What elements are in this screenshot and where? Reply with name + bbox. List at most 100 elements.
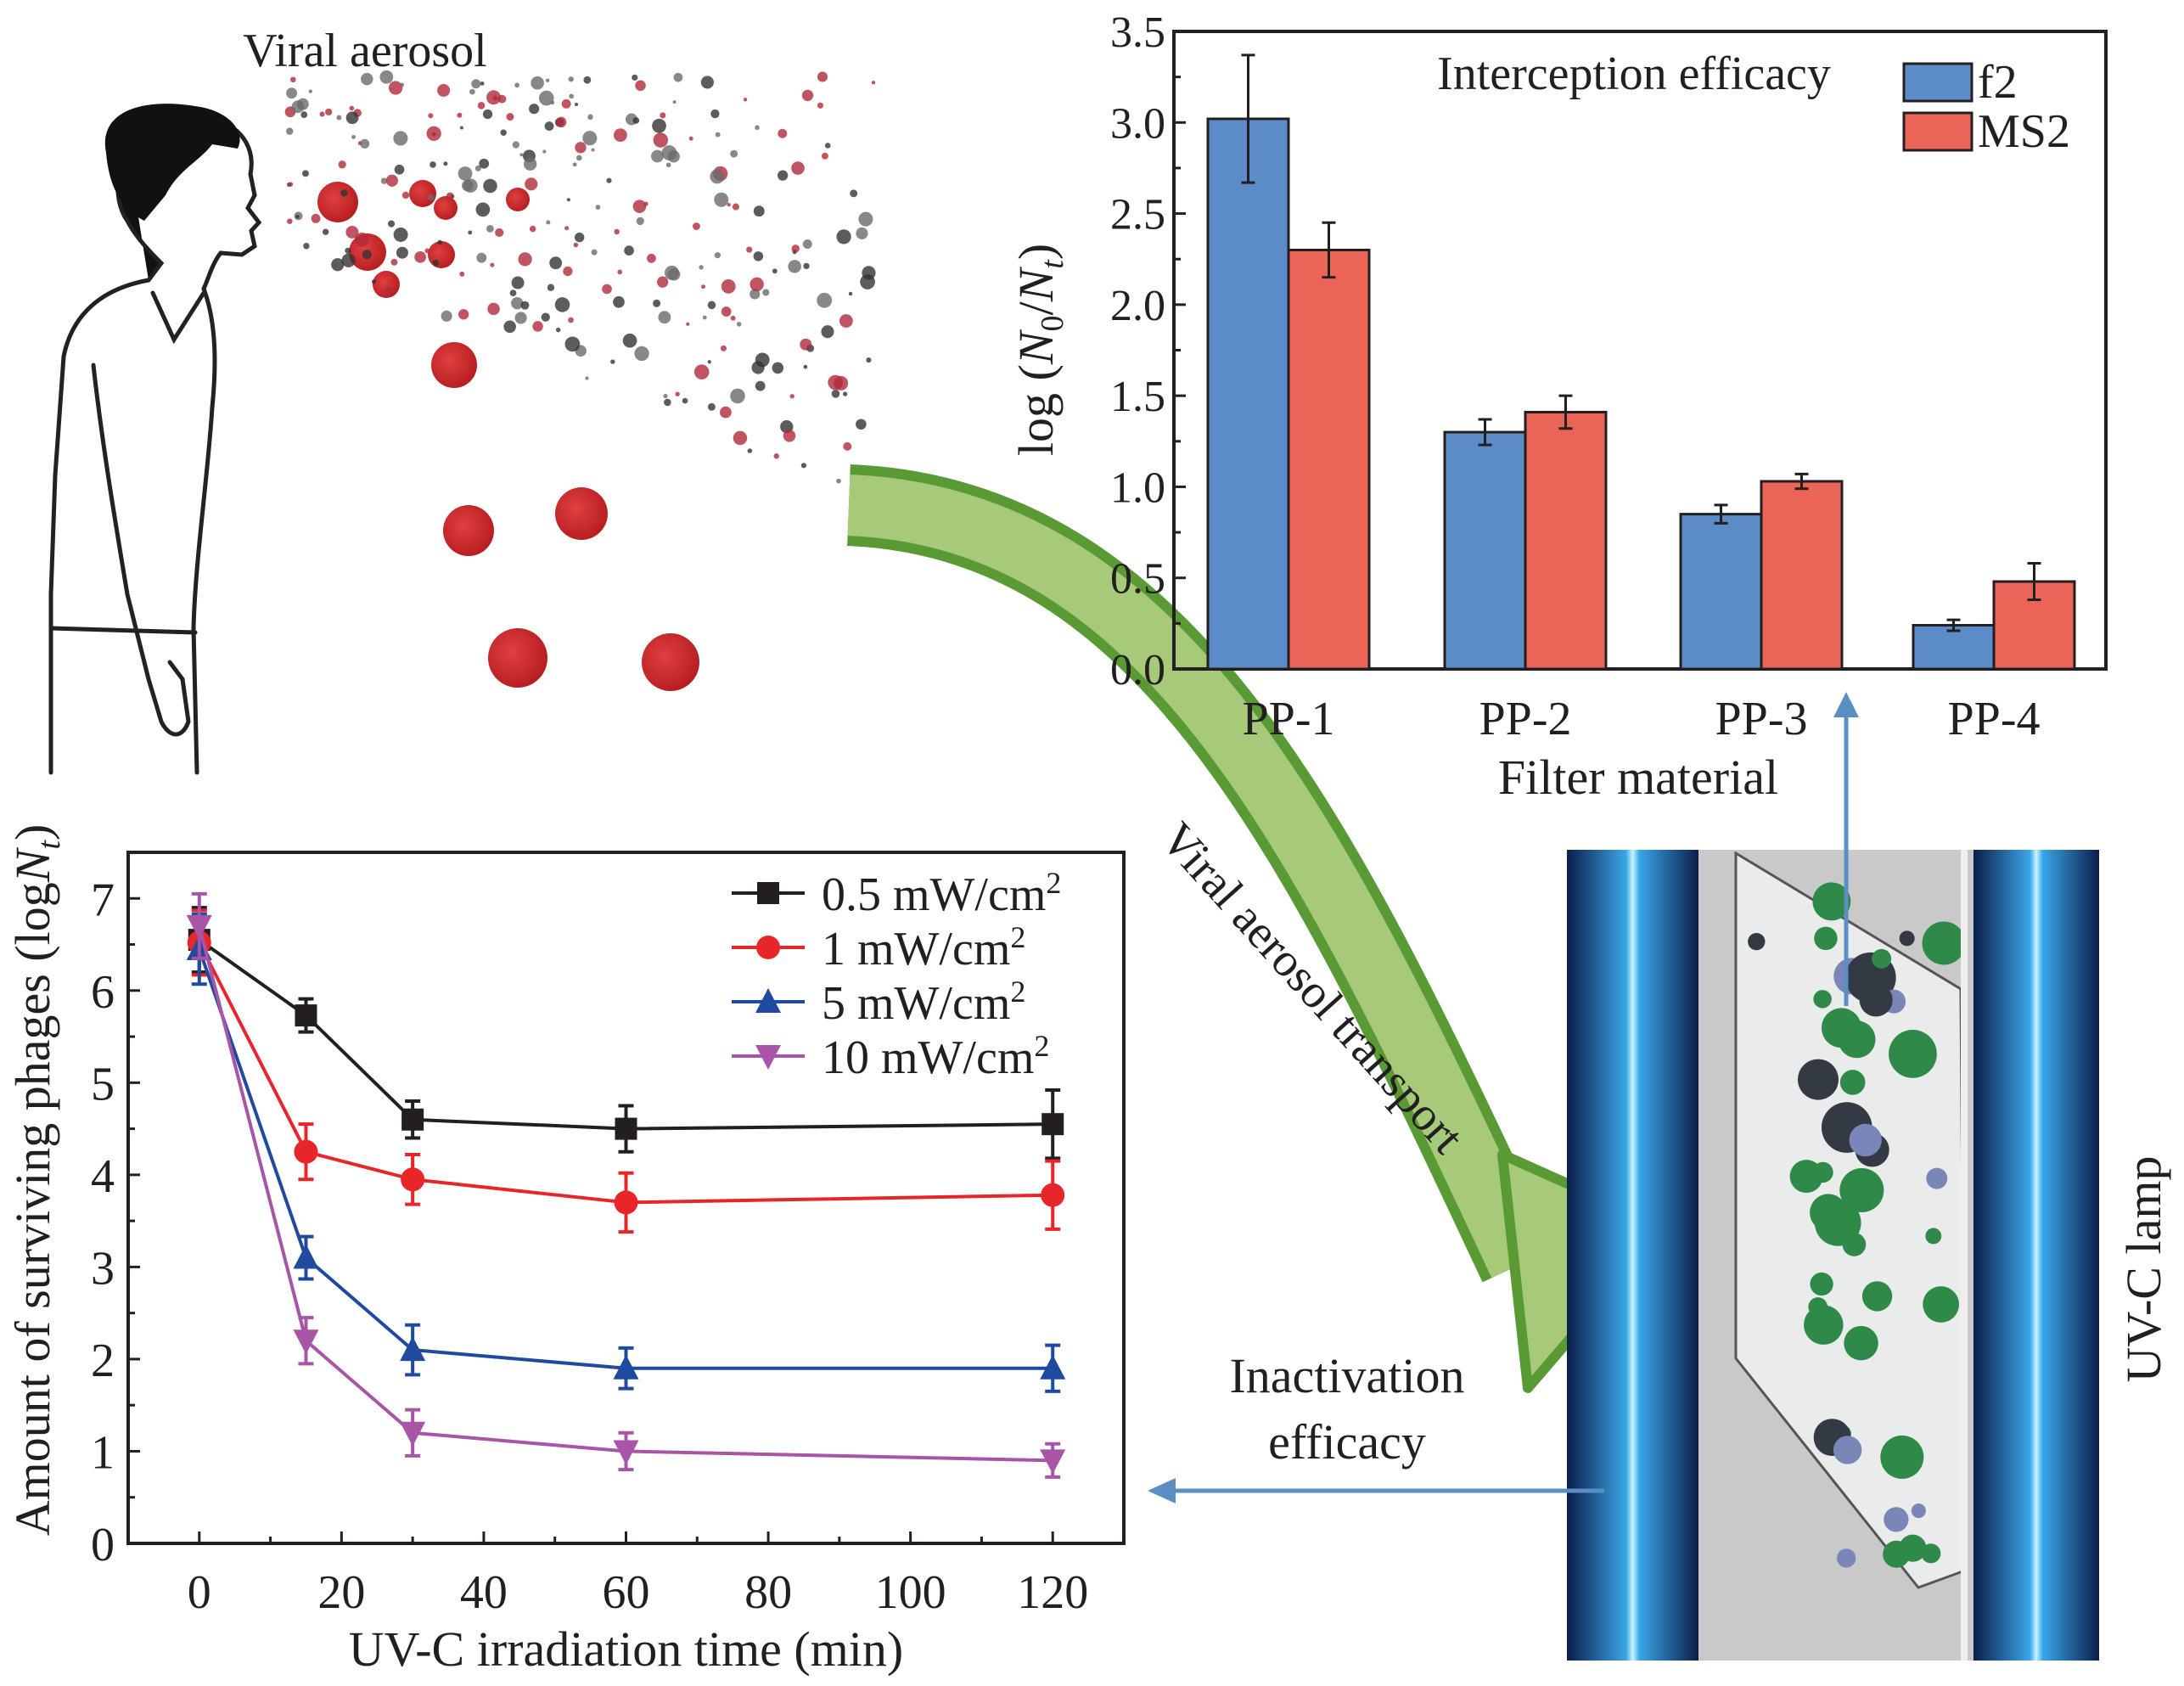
aerosol-particle <box>821 152 828 160</box>
data-point <box>400 1421 426 1447</box>
aerosol-particle <box>311 213 321 223</box>
aerosol-particle <box>441 310 452 322</box>
aerosol-particle <box>665 162 671 168</box>
aerosol-particle <box>572 162 577 167</box>
aerosol-particle <box>850 189 858 198</box>
aerosol-particle <box>531 76 544 90</box>
virus-particle <box>1814 926 1838 951</box>
virus-particle <box>1889 1030 1937 1078</box>
aerosol-particle <box>871 81 876 85</box>
aerosol-particle <box>458 309 469 320</box>
data-point <box>401 1108 424 1131</box>
aerosol-particle <box>747 448 753 453</box>
data-point <box>1040 1449 1066 1475</box>
aerosol-particle <box>714 252 721 259</box>
aerosol-particle <box>613 295 625 308</box>
aerosol-particle <box>322 228 329 235</box>
aerosol-particle <box>817 292 833 308</box>
aerosol-particle <box>750 277 764 292</box>
virus-particle <box>1812 882 1851 921</box>
aerosol-particle <box>514 82 520 88</box>
aerosol-particle <box>843 441 852 451</box>
aerosol-particle <box>388 81 403 95</box>
aerosol-particle <box>457 112 463 118</box>
bar-f2-PP-1 <box>1206 117 1290 671</box>
y-tick-label: 2 <box>91 1335 115 1387</box>
legend-swatch-MS2 <box>1902 111 1973 152</box>
aerosol-particle <box>538 90 554 106</box>
droplet <box>409 180 436 207</box>
virus-particle <box>1844 1325 1878 1361</box>
aerosol-particle <box>658 311 671 324</box>
aerosol-particle <box>778 128 788 138</box>
error-bar <box>1714 503 1728 525</box>
data-point <box>294 1139 318 1164</box>
aerosol-particle <box>487 302 500 316</box>
x-tick-label: 0 <box>188 1566 211 1619</box>
aerosol-particle <box>393 227 408 242</box>
aerosol-particle <box>331 258 345 272</box>
error-bar <box>1946 618 1961 632</box>
aerosol-particle <box>482 109 493 120</box>
x-tick-label: PP-4 <box>1948 693 2041 745</box>
aerosol-particle <box>338 160 346 169</box>
legend-label: 0.5 mW/cm2 <box>822 866 1061 921</box>
aerosol-particle <box>458 166 473 181</box>
virus-particle <box>1899 1534 1927 1562</box>
aerosol-particle <box>721 278 736 294</box>
aerosol-particle <box>661 145 677 160</box>
aerosol-particle <box>385 174 398 187</box>
data-point <box>614 1190 638 1215</box>
aerosol-particle <box>702 315 707 320</box>
aerosol-particle <box>345 111 359 125</box>
aerosol-particle <box>286 127 294 135</box>
y-tick-label: 0.5 <box>1110 555 1165 604</box>
y-tick-label: 1 <box>91 1426 115 1479</box>
aerosol-particle <box>801 89 814 102</box>
legend-label: 1 mW/cm2 <box>822 920 1025 975</box>
virus-particle <box>1748 932 1766 951</box>
aerosol-particle <box>480 81 485 86</box>
aerosol-particle <box>459 126 463 130</box>
virus-particle <box>1821 1008 1861 1048</box>
aerosol-particle <box>772 362 784 374</box>
aerosol-particle <box>575 142 587 154</box>
aerosol-particle <box>836 478 841 484</box>
aerosol-particle <box>437 83 451 97</box>
aerosol-particle <box>295 215 300 219</box>
legend-label: MS2 <box>1978 105 2070 158</box>
data-point <box>186 914 212 940</box>
error-bar <box>1478 418 1492 447</box>
aerosol-particle <box>866 357 872 363</box>
aerosol-particle <box>477 102 486 110</box>
data-point <box>401 1167 425 1192</box>
aerosol-particle <box>495 228 504 238</box>
inactivation-label-line1: Inactivation <box>1229 1348 1464 1403</box>
aerosol-particle <box>755 380 766 391</box>
aerosol-particle <box>569 93 575 99</box>
viral-aerosol-droplets <box>284 70 876 691</box>
aerosol-particle <box>345 247 351 254</box>
aerosol-particle <box>791 161 805 175</box>
aerosol-particle <box>700 76 714 89</box>
virus-particle <box>1833 1436 1862 1464</box>
legend-label-sup: 2 <box>1034 1029 1049 1063</box>
legend-marker <box>757 882 779 904</box>
aerosol-particle <box>585 376 589 380</box>
aerosol-particle <box>286 87 298 99</box>
aerosol-particle <box>755 125 760 131</box>
aerosol-particle <box>664 398 671 407</box>
aerosol-particle <box>568 317 574 323</box>
aerosol-particle <box>736 322 742 327</box>
bar-f2-PP-2 <box>1443 430 1527 671</box>
x-tick-label: 100 <box>875 1566 946 1619</box>
virus-particles <box>1748 882 1966 1568</box>
virus-particle <box>1861 1281 1893 1312</box>
aerosol-particle <box>486 224 494 233</box>
virus-particle <box>1923 1286 1960 1323</box>
aerosol-particle <box>821 325 834 339</box>
data-point <box>1040 1354 1066 1380</box>
aerosol-particle <box>432 259 440 267</box>
aerosol-particle <box>474 165 481 171</box>
data-point <box>615 1117 637 1140</box>
